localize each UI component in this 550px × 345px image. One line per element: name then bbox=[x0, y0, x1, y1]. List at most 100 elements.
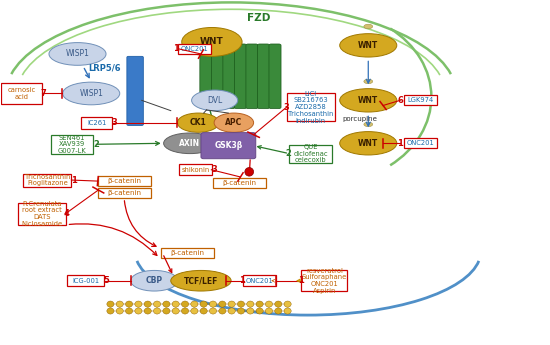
FancyBboxPatch shape bbox=[179, 164, 212, 175]
Ellipse shape bbox=[210, 308, 217, 314]
FancyBboxPatch shape bbox=[1, 83, 42, 104]
Ellipse shape bbox=[144, 308, 151, 314]
Text: Trichosanthin
Pioglitazone: Trichosanthin Pioglitazone bbox=[25, 174, 70, 186]
Ellipse shape bbox=[247, 308, 254, 314]
Text: DVL: DVL bbox=[207, 96, 222, 105]
Ellipse shape bbox=[210, 301, 217, 307]
Text: AXIN: AXIN bbox=[179, 139, 201, 148]
Ellipse shape bbox=[340, 131, 397, 155]
Ellipse shape bbox=[164, 133, 216, 154]
Text: GSK3β: GSK3β bbox=[214, 141, 243, 150]
FancyBboxPatch shape bbox=[234, 44, 246, 109]
Ellipse shape bbox=[256, 308, 263, 314]
Text: 1: 1 bbox=[397, 139, 403, 148]
FancyBboxPatch shape bbox=[97, 188, 151, 198]
Text: R.Crenulata
root extract
DATS
Niclosamide: R.Crenulata root extract DATS Niclosamid… bbox=[21, 200, 62, 227]
FancyBboxPatch shape bbox=[127, 56, 144, 126]
Ellipse shape bbox=[247, 301, 254, 307]
FancyBboxPatch shape bbox=[246, 44, 258, 109]
Ellipse shape bbox=[364, 24, 373, 29]
Ellipse shape bbox=[238, 308, 245, 314]
Ellipse shape bbox=[182, 301, 189, 307]
Text: WISP1: WISP1 bbox=[65, 49, 90, 58]
FancyBboxPatch shape bbox=[24, 174, 71, 187]
Ellipse shape bbox=[200, 308, 207, 314]
Ellipse shape bbox=[144, 301, 151, 307]
Ellipse shape bbox=[163, 308, 170, 314]
Ellipse shape bbox=[228, 308, 235, 314]
Ellipse shape bbox=[364, 79, 373, 84]
Text: 2: 2 bbox=[285, 149, 291, 158]
FancyBboxPatch shape bbox=[257, 44, 270, 109]
FancyBboxPatch shape bbox=[404, 95, 437, 106]
Text: CK1: CK1 bbox=[190, 118, 207, 127]
FancyBboxPatch shape bbox=[211, 44, 223, 109]
Text: 6: 6 bbox=[397, 96, 403, 105]
Ellipse shape bbox=[245, 168, 254, 176]
Text: 5: 5 bbox=[103, 276, 109, 285]
Ellipse shape bbox=[182, 28, 242, 56]
Text: β-catenin: β-catenin bbox=[107, 178, 141, 184]
Ellipse shape bbox=[172, 308, 179, 314]
Text: 3: 3 bbox=[283, 103, 289, 112]
Text: 4: 4 bbox=[64, 209, 69, 218]
Ellipse shape bbox=[153, 308, 161, 314]
Ellipse shape bbox=[107, 308, 114, 314]
Ellipse shape bbox=[163, 301, 170, 307]
FancyArrowPatch shape bbox=[124, 201, 156, 246]
Text: LiCl
SB216763
AZD2858
Trichosanthin
Indirubin: LiCl SB216763 AZD2858 Trichosanthin Indi… bbox=[288, 91, 333, 124]
Text: β-catenin: β-catenin bbox=[107, 190, 141, 196]
Ellipse shape bbox=[214, 113, 254, 132]
Ellipse shape bbox=[200, 301, 207, 307]
Text: 2: 2 bbox=[94, 140, 100, 149]
Ellipse shape bbox=[107, 301, 114, 307]
FancyBboxPatch shape bbox=[200, 44, 212, 109]
Ellipse shape bbox=[153, 301, 161, 307]
Text: WNT: WNT bbox=[358, 139, 378, 148]
FancyBboxPatch shape bbox=[243, 275, 276, 286]
Text: SEN461
XAV939
G007-LK: SEN461 XAV939 G007-LK bbox=[58, 135, 86, 154]
Ellipse shape bbox=[219, 308, 226, 314]
FancyArrowPatch shape bbox=[69, 224, 157, 255]
FancyBboxPatch shape bbox=[213, 178, 266, 188]
FancyBboxPatch shape bbox=[287, 93, 334, 121]
Text: 1: 1 bbox=[239, 276, 245, 285]
Text: LRP5/6: LRP5/6 bbox=[89, 64, 121, 73]
Ellipse shape bbox=[284, 301, 291, 307]
Ellipse shape bbox=[238, 301, 245, 307]
Text: β-catenin: β-catenin bbox=[170, 250, 204, 256]
FancyBboxPatch shape bbox=[178, 44, 211, 54]
FancyBboxPatch shape bbox=[81, 117, 112, 129]
Ellipse shape bbox=[116, 308, 123, 314]
Ellipse shape bbox=[284, 308, 291, 314]
Text: 3: 3 bbox=[212, 165, 218, 174]
Ellipse shape bbox=[135, 308, 142, 314]
FancyBboxPatch shape bbox=[301, 270, 348, 291]
FancyBboxPatch shape bbox=[201, 132, 256, 159]
Text: ONC201: ONC201 bbox=[181, 46, 209, 52]
Ellipse shape bbox=[191, 90, 238, 111]
Text: β-catenin: β-catenin bbox=[222, 180, 256, 186]
Ellipse shape bbox=[177, 113, 219, 132]
FancyBboxPatch shape bbox=[18, 203, 65, 225]
Text: 1: 1 bbox=[173, 44, 179, 53]
Ellipse shape bbox=[135, 301, 142, 307]
Ellipse shape bbox=[191, 301, 198, 307]
Text: carnosic
acid: carnosic acid bbox=[7, 87, 36, 100]
Text: WNT: WNT bbox=[358, 41, 378, 50]
Text: WNT: WNT bbox=[200, 37, 224, 47]
FancyBboxPatch shape bbox=[67, 275, 104, 286]
Text: ICG-001: ICG-001 bbox=[72, 278, 100, 284]
Ellipse shape bbox=[116, 301, 123, 307]
Ellipse shape bbox=[49, 43, 106, 65]
Text: WNT: WNT bbox=[358, 96, 378, 105]
Ellipse shape bbox=[131, 270, 178, 291]
Text: LGK974: LGK974 bbox=[407, 97, 433, 104]
Text: QUE
diclofenac
celecoxib: QUE diclofenac celecoxib bbox=[293, 144, 328, 163]
Ellipse shape bbox=[275, 308, 282, 314]
Ellipse shape bbox=[125, 308, 133, 314]
Text: 7: 7 bbox=[40, 89, 46, 98]
Ellipse shape bbox=[364, 122, 373, 127]
Text: IC261: IC261 bbox=[87, 120, 106, 126]
FancyBboxPatch shape bbox=[289, 145, 332, 162]
